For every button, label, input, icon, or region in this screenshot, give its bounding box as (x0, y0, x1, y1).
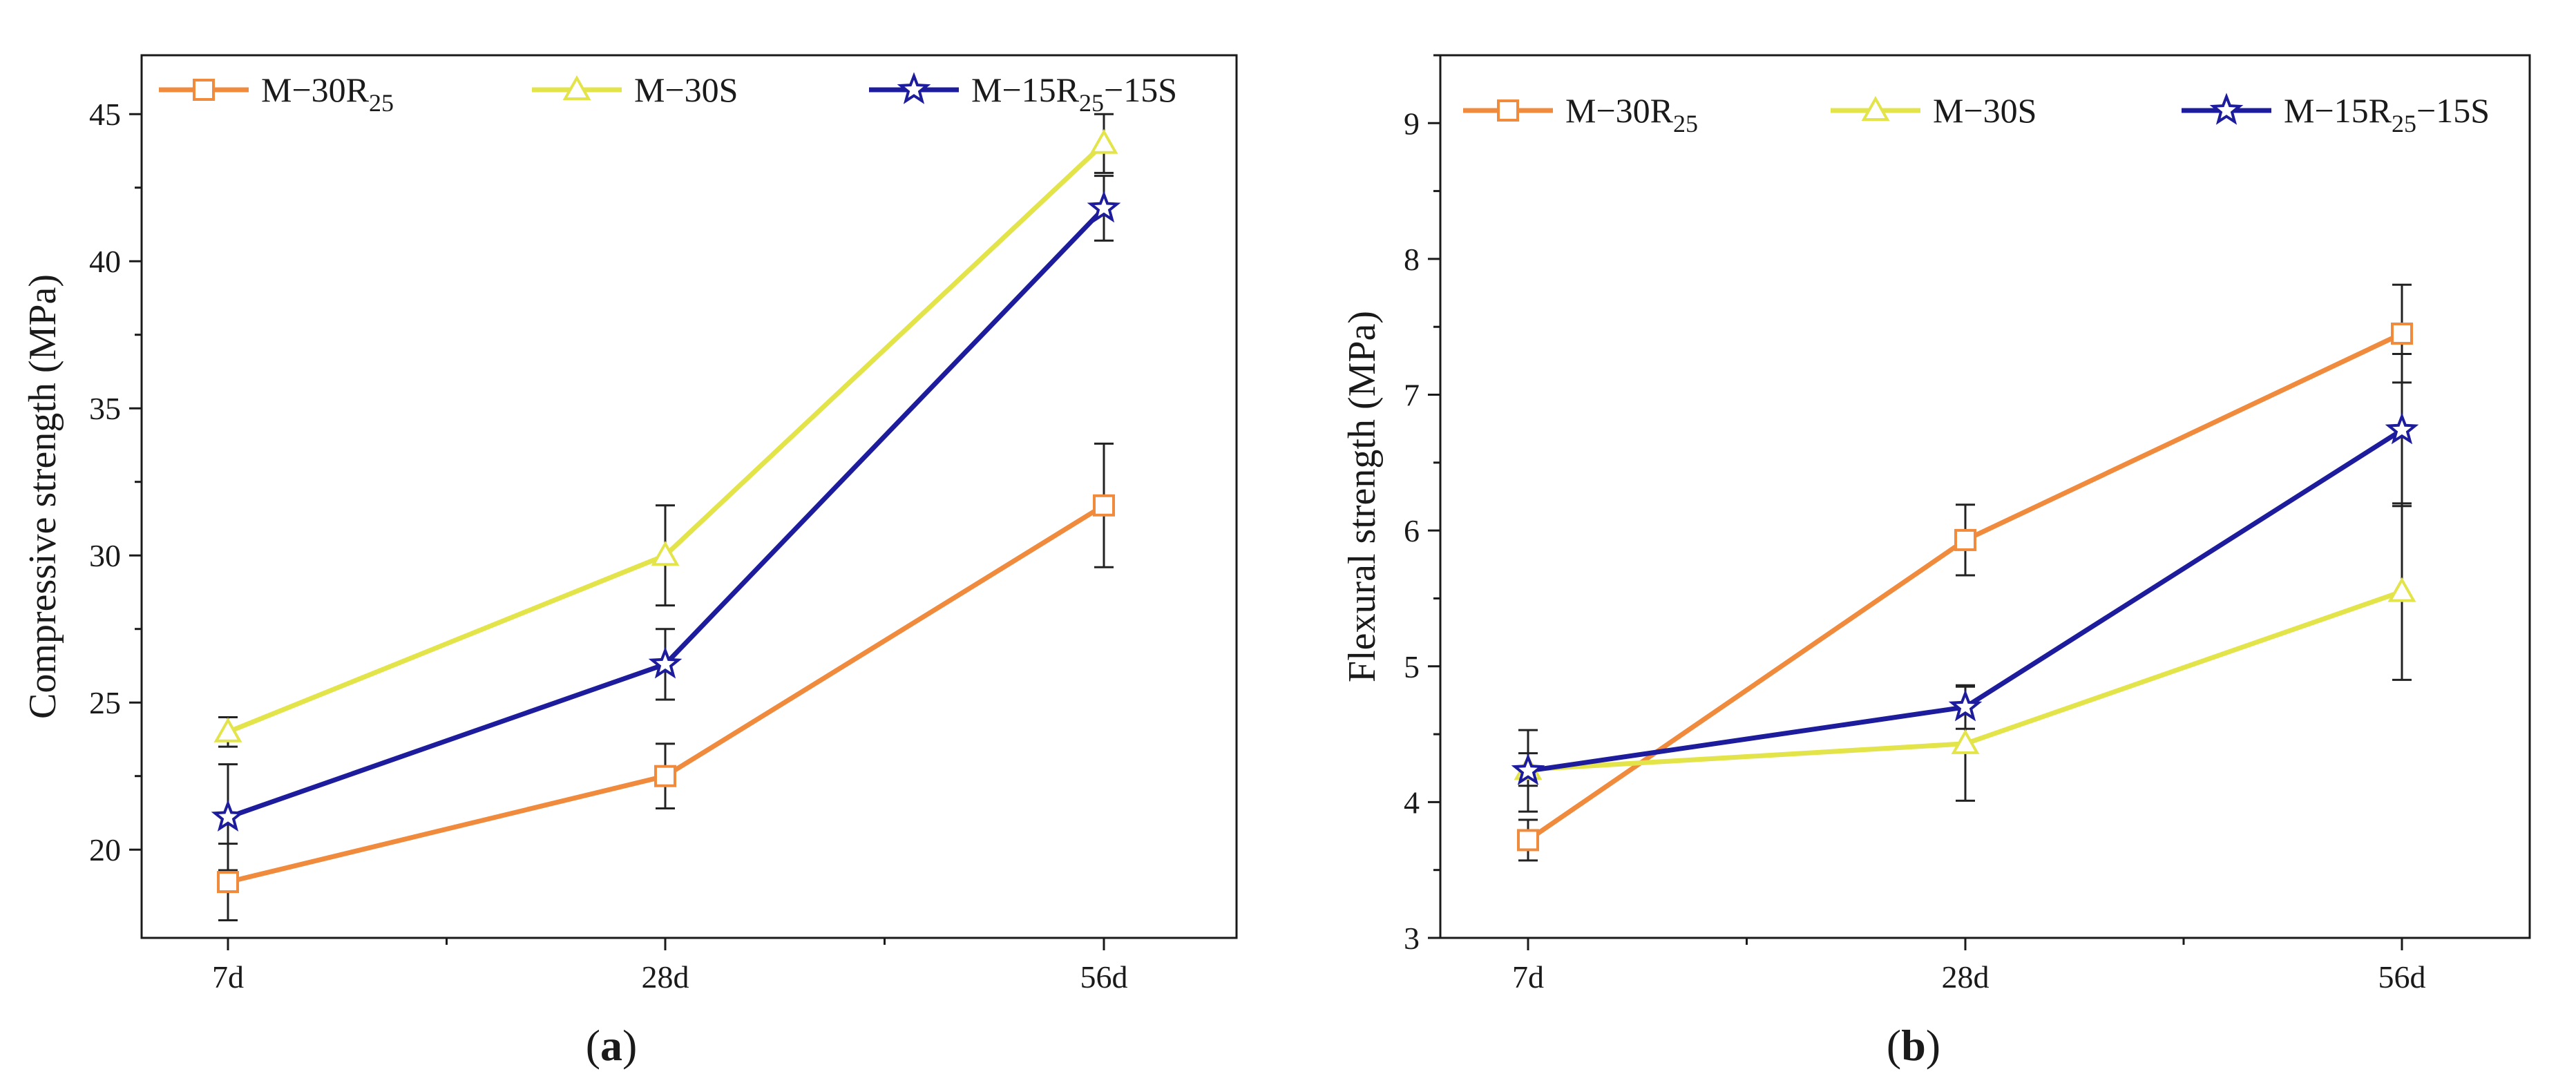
y-tick-label-a-2: 30 (89, 538, 121, 573)
legend-marker-b-1 (1861, 95, 1890, 121)
legend-label-suffix: −15S (2416, 91, 2490, 130)
x-tick-label-b-0: 7d (1512, 959, 1544, 995)
y-tick-label-b-6: 9 (1404, 106, 1420, 141)
legend-label-name: M−30S (634, 70, 738, 109)
x-tick-label-a-2: 56d (1080, 959, 1128, 995)
legend-label-name: M−30S (1933, 91, 2036, 130)
data-point-b-0-0 (1517, 829, 1539, 852)
y-tick-label-b-2: 5 (1404, 649, 1420, 684)
legend-label-name: M−15R (971, 70, 1080, 109)
data-point-b-1-1 (1951, 729, 1980, 754)
y-axis-title-b: Flexural strength (MPa) (1341, 311, 1384, 682)
data-point-a-0-1 (654, 765, 676, 787)
data-point-b-0-2 (2391, 323, 2413, 345)
data-point-a-1-2 (1089, 128, 1118, 154)
y-tick-label-a-4: 40 (89, 244, 121, 279)
legend-label-subscript: 25 (1079, 89, 1104, 117)
y-tick-label-b-1: 4 (1404, 785, 1420, 820)
x-tick-label-b-2: 56d (2378, 959, 2426, 995)
x-tick-label-a-0: 7d (212, 959, 244, 995)
panel-label-a: (a) (586, 1021, 638, 1070)
y-tick-label-a-5: 45 (89, 97, 121, 132)
legend-label-suffix: −15S (1104, 70, 1177, 109)
data-point-a-1-0 (213, 717, 242, 742)
plot-frame-a (140, 54, 1238, 939)
legend-label-subscript: 25 (369, 89, 394, 117)
legend-marker-b-2 (2209, 93, 2244, 125)
legend-label-name: M−15R (2284, 91, 2392, 130)
chart-panel-a: 20 25 30 35 40 45 7d 28d 56d Compressive strength… (21, 54, 1238, 995)
panel-label-b: (b) (1887, 1021, 1940, 1070)
y-tick-label-b-3: 6 (1404, 513, 1420, 548)
legend-label-b-2: M−15R25−15S (2284, 91, 2490, 137)
legend-label-a-2: M−15R25−15S (971, 70, 1177, 117)
data-point-a-2-0 (211, 799, 245, 832)
legend-label-subscript: 25 (1673, 110, 1698, 137)
x-tick-label-a-1: 28d (642, 959, 689, 995)
legend-marker-b-0 (1497, 99, 1519, 122)
data-point-a-2-1 (648, 646, 683, 679)
data-point-b-2-1 (1948, 689, 1983, 722)
y-tick-label-a-1: 25 (89, 685, 121, 720)
y-tick-label-b-5: 8 (1404, 242, 1420, 277)
x-tick-label-b-1: 28d (1942, 959, 1990, 995)
y-tick-label-a-0: 20 (89, 832, 121, 867)
data-point-a-2-2 (1087, 190, 1121, 223)
legend-label-name: M−30R (261, 70, 370, 109)
legend-label-subscript: 25 (2392, 110, 2416, 137)
data-point-b-2-0 (1511, 753, 1545, 785)
legend-marker-a-1 (562, 75, 591, 100)
y-axis-title-a: Compressive strength (MPa) (21, 274, 64, 719)
data-point-b-1-2 (2387, 577, 2416, 602)
y-tick-label-a-3: 35 (89, 391, 121, 426)
plot-frame-b (1439, 54, 2531, 939)
data-point-b-2-2 (2385, 412, 2419, 445)
legend-marker-a-2 (897, 72, 931, 104)
legend-label-a-1: M−30S (634, 70, 738, 109)
data-point-a-1-1 (651, 541, 680, 566)
y-tick-label-b-4: 7 (1404, 378, 1420, 413)
legend-label-name: M−30R (1565, 91, 1674, 130)
legend-marker-a-0 (193, 79, 215, 101)
data-point-a-0-0 (217, 871, 239, 894)
legend-label-a-0: M−30R25 (261, 70, 394, 117)
y-tick-label-b-0: 3 (1404, 921, 1420, 956)
chart-panel-b: 3 4 5 6 7 8 9 7d 28d 56d Flexural strength (MPa) M−… (1341, 54, 2531, 995)
legend-label-b-1: M−30S (1933, 91, 2036, 130)
data-point-b-0-1 (1954, 528, 1976, 551)
legend-label-b-0: M−30R25 (1565, 91, 1698, 137)
data-point-a-0-2 (1093, 494, 1115, 517)
